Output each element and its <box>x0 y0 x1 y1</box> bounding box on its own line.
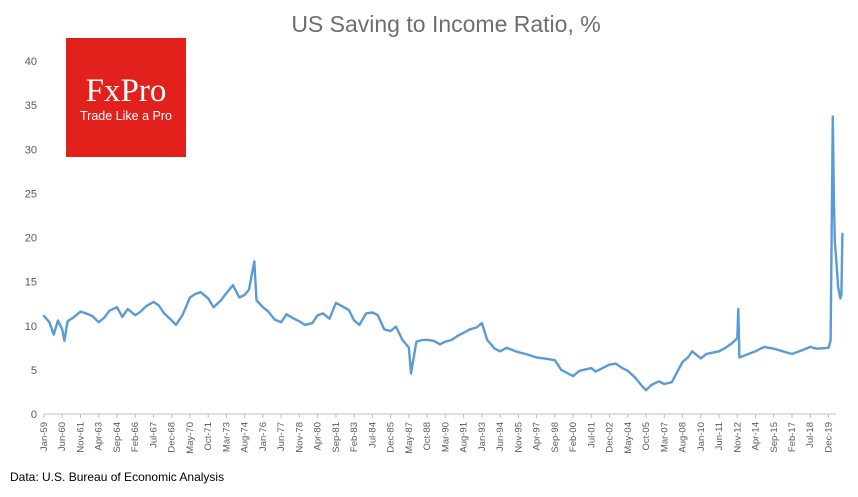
x-tick-label: Dec-68 <box>167 422 178 453</box>
logo-tagline: Trade Like a Pro <box>80 109 172 123</box>
x-tick-label: Apr-14 <box>751 422 762 451</box>
x-tick-label: Jan-76 <box>258 422 269 451</box>
chart-title: US Saving to Income Ratio, % <box>291 11 600 37</box>
x-tick-label: Sep-81 <box>331 422 342 453</box>
source-note: Data: U.S. Bureau of Economic Analysis <box>10 470 224 484</box>
x-tick-label: Jul-01 <box>586 422 597 448</box>
x-tick-label: Sep-98 <box>550 422 561 453</box>
x-tick-label: Oct-05 <box>641 422 652 451</box>
y-tick-label: 40 <box>25 56 37 68</box>
x-tick-label: Jan-10 <box>696 422 707 451</box>
x-tick-label: Apr-97 <box>532 422 543 451</box>
y-tick-label: 0 <box>31 409 37 421</box>
x-tick-label: Dec-19 <box>823 422 834 453</box>
x-tick-label: Apr-63 <box>94 422 105 451</box>
y-tick-label: 10 <box>25 321 37 333</box>
y-tick-label: 25 <box>25 188 37 200</box>
x-tick-label: Dec-02 <box>605 422 616 453</box>
x-tick-label: Jun-11 <box>714 422 725 450</box>
x-tick-label: Jun-77 <box>276 422 287 451</box>
x-tick-label: Nov-95 <box>513 422 524 453</box>
x-tick-label: Mar-90 <box>440 422 451 452</box>
x-tick-label: Feb-66 <box>130 422 141 452</box>
x-tick-label: May-70 <box>185 422 196 454</box>
x-tick-label: May-87 <box>404 422 415 454</box>
y-tick-label: 35 <box>25 100 37 112</box>
x-tick-label: May-04 <box>623 422 634 454</box>
x-tick-label: Mar-73 <box>221 422 232 452</box>
x-tick-label: Jan-93 <box>477 422 488 451</box>
x-tick-label: Sep-15 <box>769 422 780 453</box>
x-tick-label: Jul-84 <box>367 422 378 448</box>
x-tick-label: Jul-18 <box>805 422 816 448</box>
x-tick-label: Feb-00 <box>568 422 579 452</box>
x-tick-label: Oct-71 <box>203 422 214 451</box>
x-tick-label: Feb-17 <box>787 422 798 452</box>
x-tick-label: Jan-59 <box>39 422 50 451</box>
y-tick-label: 20 <box>25 233 37 245</box>
x-tick-label: Oct-88 <box>422 422 433 451</box>
x-tick-label: Feb-83 <box>349 422 360 452</box>
x-tick-label: Jul-67 <box>148 422 159 448</box>
x-tick-label: Aug-08 <box>678 422 689 453</box>
x-axis: Jan-59 Jun-60 Nov-61 Apr-63 Sep-64 Feb-66 Jul-… <box>39 414 834 454</box>
x-tick-label: Mar-07 <box>659 422 670 452</box>
y-tick-label: 5 <box>31 365 37 377</box>
x-tick-label: Jun-60 <box>57 422 68 451</box>
y-axis: 0 5 10 15 20 25 30 35 40 <box>25 56 37 421</box>
x-tick-label: Sep-64 <box>112 422 123 453</box>
x-tick-label: Jun-94 <box>495 422 506 451</box>
series-line <box>42 115 844 392</box>
y-tick-label: 15 <box>25 277 37 289</box>
x-tick-label: Nov-61 <box>75 422 86 453</box>
fxpro-logo: FxPro Trade Like a Pro <box>66 38 186 157</box>
y-tick-label: 30 <box>25 144 37 156</box>
x-tick-label: Nov-12 <box>732 422 743 453</box>
x-tick-label: Aug-74 <box>240 422 251 453</box>
x-tick-label: Aug-91 <box>459 422 470 453</box>
x-tick-label: Apr-80 <box>313 422 324 451</box>
x-tick-label: Nov-78 <box>294 422 305 453</box>
logo-name: FxPro <box>86 73 167 109</box>
x-tick-label: Dec-85 <box>386 422 397 453</box>
logo-background <box>66 38 186 157</box>
